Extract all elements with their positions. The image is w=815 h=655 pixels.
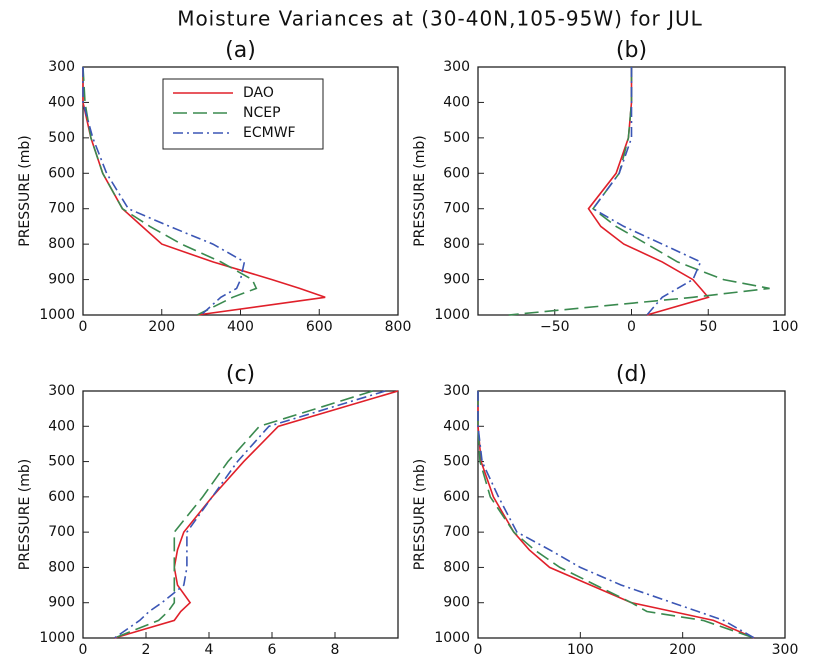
x-tick-label: 200 [148,319,175,335]
x-tick-label: 50 [699,319,717,335]
panel-title: (c) [226,362,255,387]
x-tick-label: 0 [474,642,483,655]
y-tick-label: 700 [48,524,75,540]
x-tick-label: 400 [227,319,254,335]
y-tick-label: 900 [48,272,75,288]
y-tick-label: 700 [443,524,470,540]
series-line [114,390,374,639]
y-axis-label: PRESSURE (mb) [412,135,428,247]
y-tick-label: 600 [48,489,75,505]
y-tick-label: 300 [443,59,470,75]
legend-label: NCEP [243,105,281,121]
series-line [82,67,246,316]
y-tick-label: 600 [443,489,470,505]
y-tick-label: 800 [443,236,470,252]
x-tick-label: 0 [79,319,88,335]
y-tick-label: 800 [443,559,470,575]
x-tick-label: 0 [79,642,88,655]
y-tick-label: 600 [48,165,75,181]
x-tick-label: 4 [205,642,214,655]
y-tick-label: 1000 [434,630,470,646]
y-tick-label: 400 [48,418,75,434]
x-tick-label: 800 [385,319,412,335]
x-tick-label: 600 [306,319,333,335]
legend-label: DAO [243,85,274,101]
y-tick-label: 300 [48,383,75,399]
y-tick-label: 300 [443,383,470,399]
plot-frame [477,390,786,639]
y-tick-label: 300 [48,59,75,75]
x-tick-label: −50 [540,319,570,335]
x-tick-label: 300 [772,642,799,655]
x-tick-label: 6 [268,642,277,655]
y-tick-label: 400 [443,94,470,110]
legend-label: ECMWF [243,125,296,141]
series-line [591,67,702,316]
series-line [114,390,386,639]
y-tick-label: 400 [443,418,470,434]
plot-frame [82,390,399,639]
legend-box [162,78,324,150]
y-tick-label: 700 [48,201,75,217]
y-tick-label: 500 [443,454,470,470]
series-line [477,391,755,639]
series-line [82,66,258,316]
panel-title: (d) [616,362,647,387]
y-tick-label: 1000 [434,307,470,323]
y-tick-label: 900 [443,272,470,288]
y-tick-label: 400 [48,94,75,110]
panel-title: (a) [225,38,256,63]
x-tick-label: 2 [142,642,151,655]
y-tick-label: 500 [443,130,470,146]
y-axis-label: PRESSURE (mb) [17,459,33,571]
x-tick-label: 200 [669,642,696,655]
series-line [114,390,399,639]
panel-title: (b) [616,38,647,63]
y-tick-label: 1000 [39,630,75,646]
y-tick-label: 800 [48,236,75,252]
x-tick-label: 100 [772,319,799,335]
figure-title: Moisture Variances at (30-40N,105-95W) f… [177,7,703,31]
y-axis-label: PRESSURE (mb) [412,459,428,571]
y-tick-label: 900 [48,595,75,611]
series-line [508,67,770,316]
series-line [477,391,755,639]
y-tick-label: 1000 [39,307,75,323]
y-axis-label: PRESSURE (mb) [17,135,33,247]
x-tick-label: 8 [331,642,340,655]
y-tick-label: 600 [443,165,470,181]
x-tick-label: 100 [567,642,594,655]
y-tick-label: 500 [48,454,75,470]
series-line [477,391,755,639]
x-tick-label: 0 [627,319,636,335]
y-tick-label: 700 [443,201,470,217]
y-tick-label: 800 [48,559,75,575]
y-tick-label: 500 [48,130,75,146]
y-tick-label: 900 [443,595,470,611]
